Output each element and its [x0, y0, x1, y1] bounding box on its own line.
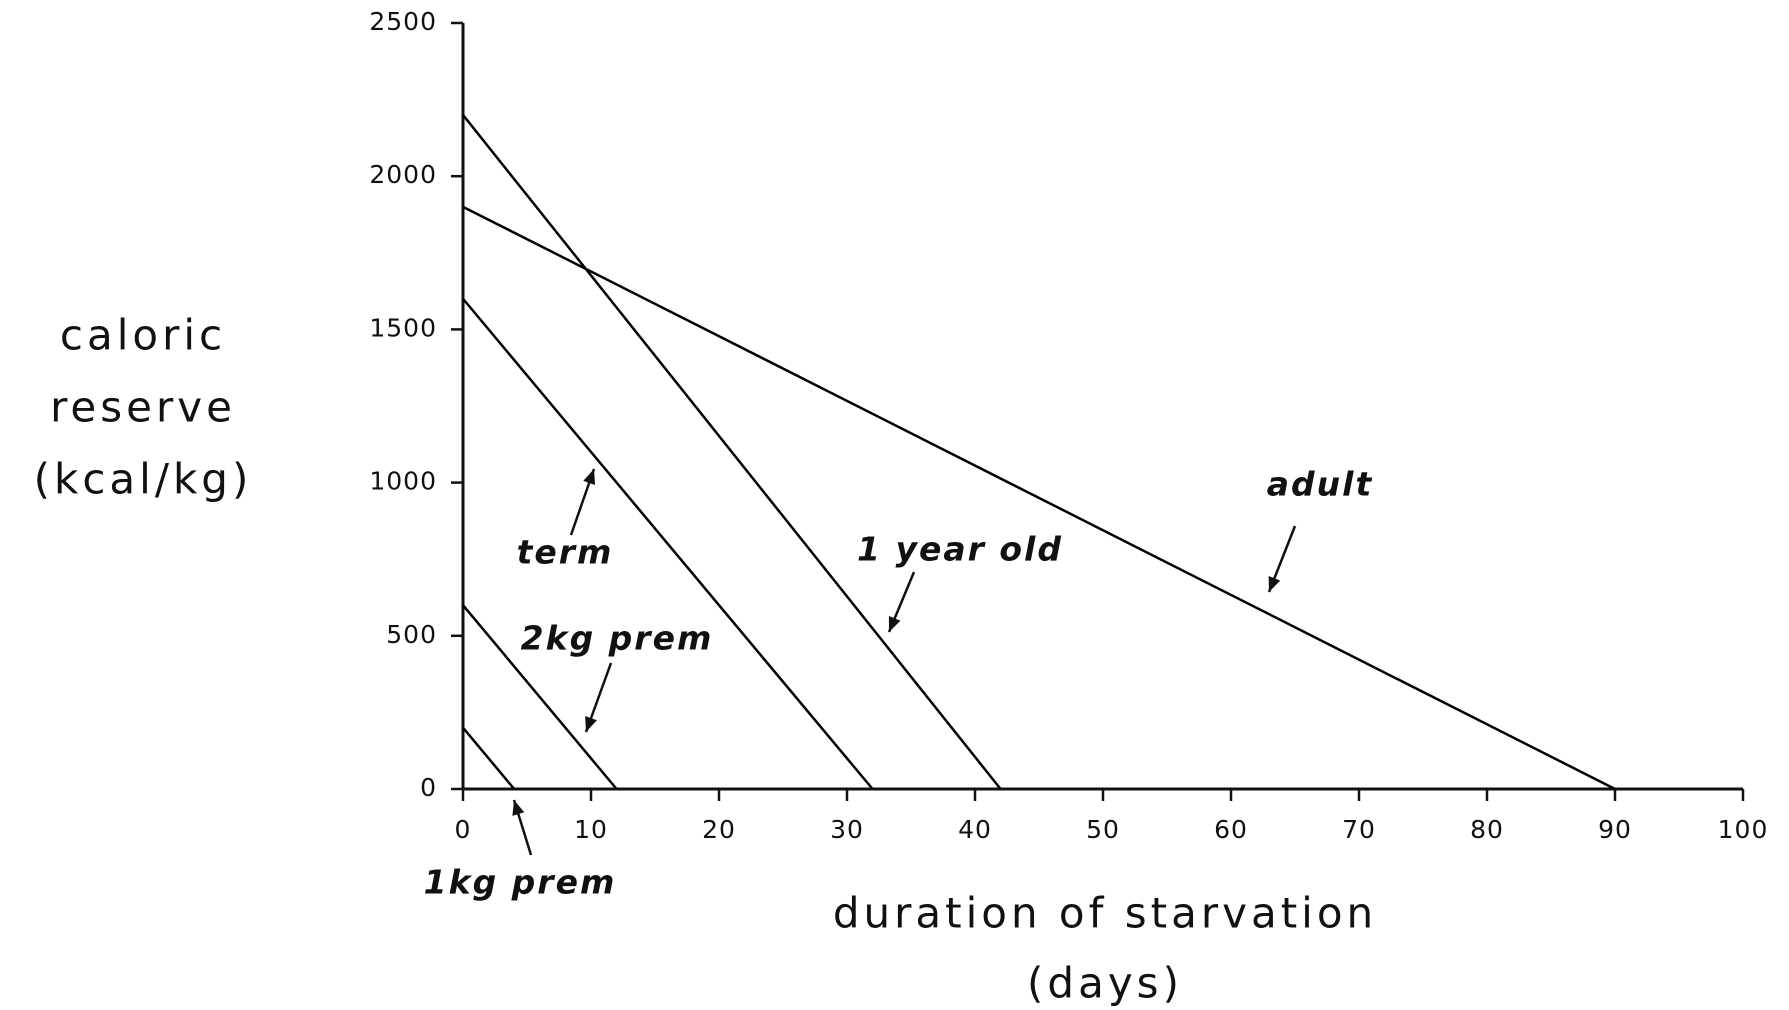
x-tick-label: 40: [958, 815, 992, 844]
x-tick-label: 80: [1470, 815, 1504, 844]
series-label: 2kg prem: [521, 619, 714, 658]
x-tick-label: 50: [1086, 815, 1120, 844]
x-axis-label: (days): [1027, 959, 1183, 1008]
series-label: term: [517, 533, 614, 572]
y-axis-label: (kcal/kg): [34, 455, 253, 504]
x-axis-label: duration of starvation: [833, 889, 1377, 938]
x-tick-label: 60: [1214, 815, 1248, 844]
x-tick-label: 100: [1718, 815, 1769, 844]
series-label: 1 year old: [857, 530, 1063, 569]
arrow-head: [512, 800, 525, 816]
y-axis-label: caloric: [60, 311, 226, 360]
series-label: 1kg prem: [424, 863, 617, 902]
y-tick-label: 0: [420, 773, 437, 802]
series-line: [462, 726, 516, 790]
y-tick-label: 1000: [369, 467, 437, 496]
x-tick-label: 0: [455, 815, 472, 844]
y-tick-label: 1500: [369, 313, 437, 342]
x-tick-label: 10: [574, 815, 608, 844]
x-tick-label: 70: [1342, 815, 1376, 844]
y-axis-label: reserve: [50, 383, 236, 432]
series-line: [462, 297, 874, 790]
x-tick-label: 30: [830, 815, 864, 844]
arrow-head: [583, 469, 596, 485]
y-tick-label: 2500: [369, 7, 437, 36]
x-tick-label: 20: [702, 815, 736, 844]
series-line: [462, 604, 618, 790]
series-line: [462, 205, 1616, 791]
y-tick-label: 2000: [369, 160, 437, 189]
series-label: adult: [1267, 465, 1373, 504]
series-line: [462, 114, 1002, 790]
arrow-head: [1268, 576, 1281, 592]
y-tick-label: 500: [386, 620, 437, 649]
x-tick-label: 90: [1598, 815, 1632, 844]
arrow-head: [585, 716, 597, 732]
arrow-head: [888, 616, 901, 632]
